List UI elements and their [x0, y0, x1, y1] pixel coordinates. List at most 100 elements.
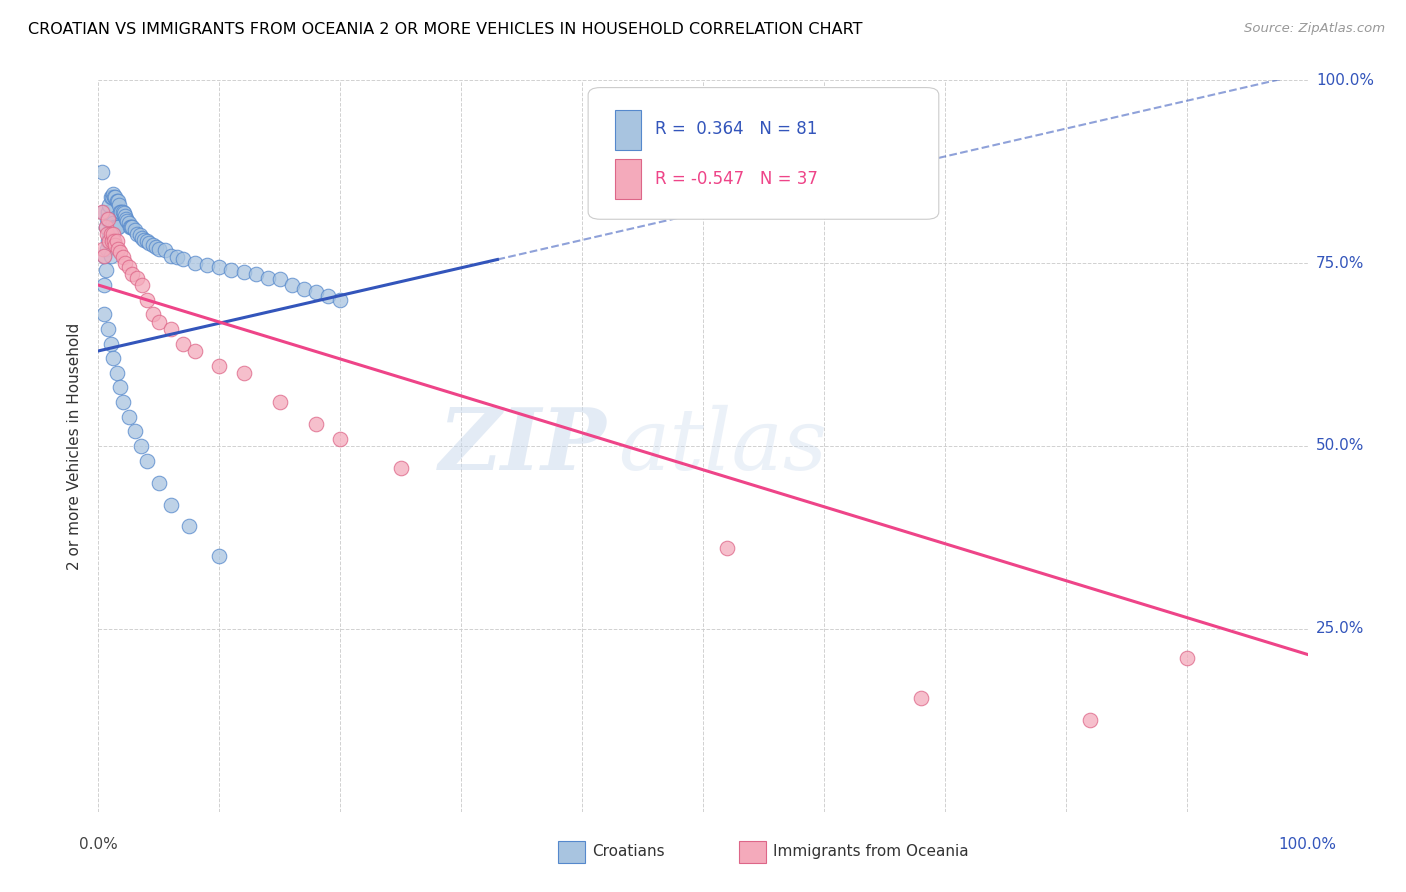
Point	[135, 234, 157, 248]
Point	[1078, 714, 1101, 728]
Point	[103, 219, 125, 234]
Point	[96, 227, 118, 241]
Point	[145, 240, 167, 254]
Point	[104, 190, 127, 204]
Point	[96, 242, 118, 256]
Point	[281, 278, 304, 293]
Point	[97, 234, 120, 248]
Point	[305, 285, 328, 300]
Point	[316, 289, 339, 303]
Text: 50.0%: 50.0%	[1316, 439, 1364, 453]
Point	[127, 227, 149, 241]
Point	[98, 234, 121, 248]
Text: R =  0.364   N = 81: R = 0.364 N = 81	[655, 120, 817, 138]
Point	[135, 453, 157, 467]
Point	[108, 205, 131, 219]
Bar	[740, 841, 766, 863]
Point	[160, 249, 183, 263]
Bar	[558, 841, 585, 863]
Point	[97, 212, 120, 227]
Point	[93, 307, 115, 321]
Point	[269, 395, 291, 409]
Point	[118, 260, 141, 274]
Point	[118, 216, 141, 230]
Point	[172, 336, 194, 351]
Point	[127, 270, 149, 285]
Point	[208, 260, 231, 274]
Point	[115, 212, 138, 227]
Point	[117, 213, 139, 227]
Text: 100.0%: 100.0%	[1278, 837, 1337, 852]
Point	[195, 258, 218, 272]
Point	[184, 343, 207, 358]
Text: CROATIAN VS IMMIGRANTS FROM OCEANIA 2 OR MORE VEHICLES IN HOUSEHOLD CORRELATION : CROATIAN VS IMMIGRANTS FROM OCEANIA 2 OR…	[28, 22, 863, 37]
Point	[107, 219, 129, 234]
Point	[108, 380, 131, 394]
Point	[91, 205, 114, 219]
Point	[93, 249, 115, 263]
Point	[1175, 651, 1198, 665]
Point	[305, 417, 328, 431]
Point	[100, 234, 122, 248]
Point	[148, 315, 170, 329]
Point	[131, 230, 153, 244]
Point	[142, 307, 165, 321]
Point	[142, 238, 165, 252]
Point	[208, 359, 231, 373]
Point	[121, 219, 143, 234]
Text: 0.0%: 0.0%	[79, 837, 118, 852]
Point	[184, 256, 207, 270]
Point	[292, 282, 315, 296]
Point	[91, 164, 114, 178]
Point	[105, 194, 128, 208]
Point	[177, 519, 201, 533]
Point	[104, 238, 127, 252]
Text: 25.0%: 25.0%	[1316, 622, 1364, 636]
Point	[100, 249, 122, 263]
Point	[100, 190, 122, 204]
Point	[124, 223, 146, 237]
Point	[100, 190, 122, 204]
Point	[118, 409, 141, 424]
Point	[100, 227, 122, 241]
Point	[128, 228, 150, 243]
Point	[100, 219, 122, 234]
Point	[160, 498, 183, 512]
Bar	[614, 159, 641, 199]
Point	[105, 366, 128, 380]
Point	[114, 256, 136, 270]
Point	[94, 219, 117, 234]
Point	[256, 270, 278, 285]
Point	[100, 336, 122, 351]
Point	[118, 219, 141, 234]
Point	[110, 205, 132, 219]
Point	[111, 205, 134, 219]
Point	[120, 219, 142, 234]
Point	[112, 206, 135, 220]
Bar	[614, 110, 641, 150]
Point	[114, 209, 136, 223]
Text: atlas: atlas	[619, 405, 828, 487]
Point	[103, 234, 125, 248]
Text: Croatians: Croatians	[592, 845, 665, 860]
Point	[108, 197, 131, 211]
FancyBboxPatch shape	[588, 87, 939, 219]
Point	[107, 242, 129, 256]
Text: R = -0.547   N = 37: R = -0.547 N = 37	[655, 170, 817, 188]
Point	[105, 219, 128, 234]
Point	[111, 395, 134, 409]
Point	[104, 219, 127, 234]
Point	[221, 263, 243, 277]
Point	[172, 252, 194, 267]
Point	[121, 267, 143, 281]
Point	[389, 461, 412, 475]
Point	[93, 278, 115, 293]
Point	[94, 219, 117, 234]
Text: 100.0%: 100.0%	[1316, 73, 1374, 87]
Point	[91, 205, 114, 219]
Point	[148, 242, 170, 256]
Point	[153, 243, 176, 257]
Point	[148, 475, 170, 490]
Text: ZIP: ZIP	[439, 404, 606, 488]
Point	[96, 212, 118, 227]
